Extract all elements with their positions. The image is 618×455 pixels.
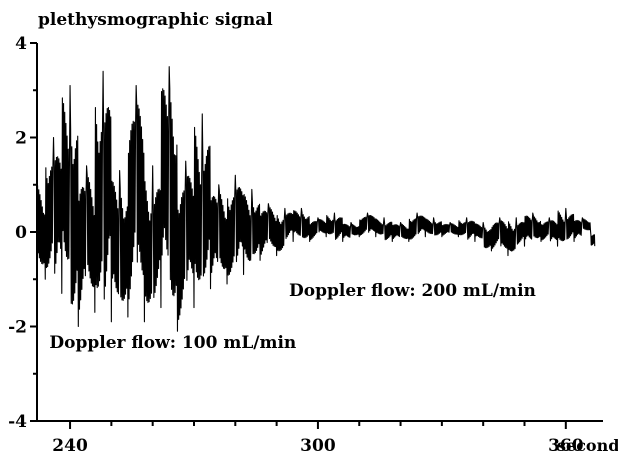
x-ticks: 240 300 360 bbox=[52, 421, 584, 455]
annotation-label: Doppler flow: 200 mL/min bbox=[289, 281, 536, 301]
y-tick-label: -4 bbox=[8, 412, 27, 432]
y-axis-label: plethysmographic signal bbox=[38, 10, 273, 30]
y-ticks: -4 -2 0 2 4 bbox=[8, 34, 37, 432]
x-tick-label: 300 bbox=[300, 436, 336, 455]
plot-area bbox=[36, 66, 596, 332]
x-axis-label: seconds bbox=[557, 436, 618, 455]
y-tick-label: 0 bbox=[15, 223, 27, 243]
y-tick-label: -2 bbox=[8, 318, 27, 338]
signal-line bbox=[36, 66, 596, 332]
y-tick-label: 4 bbox=[15, 34, 27, 54]
x-tick-label: 360 bbox=[548, 436, 584, 455]
y-tick-label: 2 bbox=[15, 129, 27, 149]
annotation-label: Doppler flow: 100 mL/min bbox=[49, 333, 296, 353]
x-tick-label: 240 bbox=[52, 436, 88, 455]
annotations: Doppler flow: 100 mL/min Doppler flow: 20… bbox=[49, 281, 536, 353]
